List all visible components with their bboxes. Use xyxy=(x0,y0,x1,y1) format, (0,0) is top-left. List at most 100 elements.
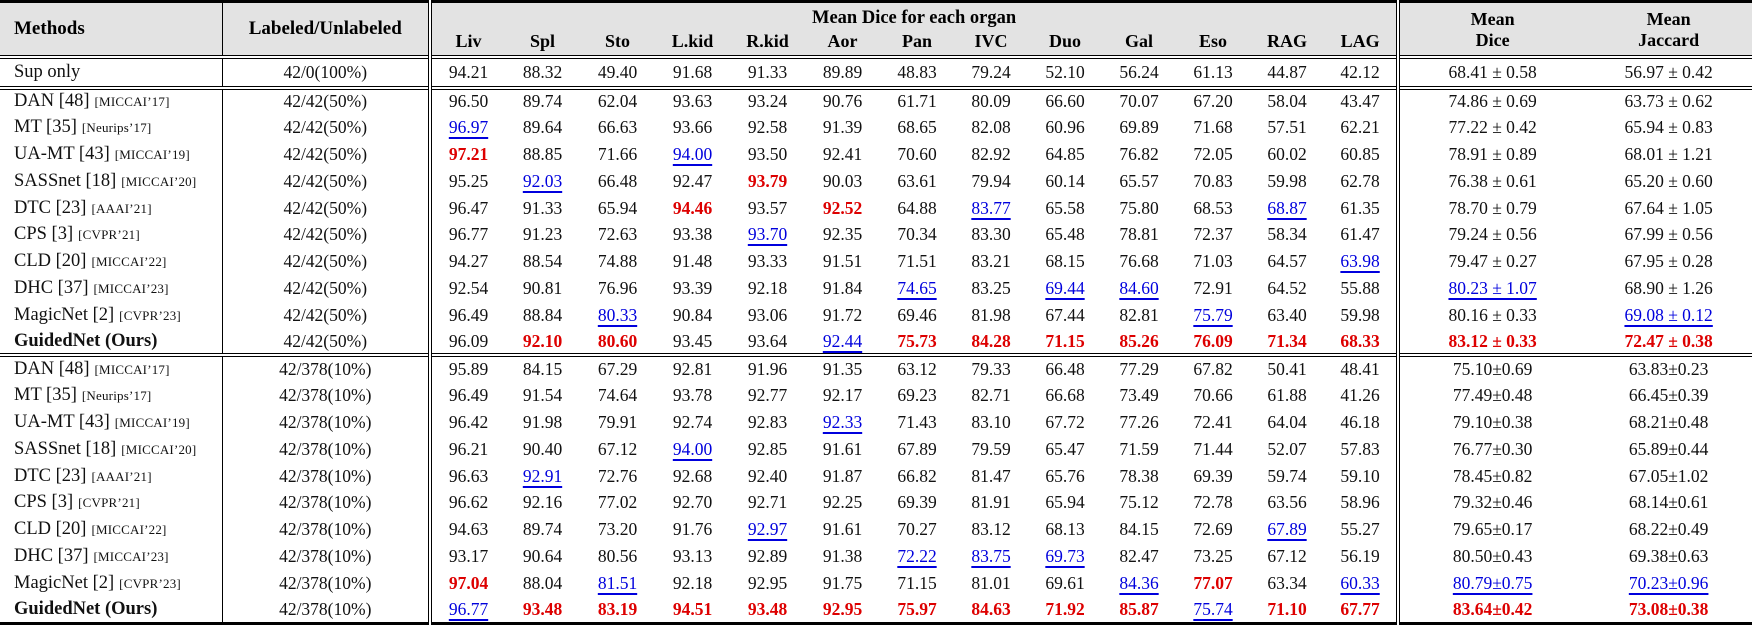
cell-lag: 63.98 xyxy=(1324,248,1401,276)
labeled-unlabeled-cell: 42/378(10%) xyxy=(222,355,432,383)
table-row: Sup only 42/0(100%) 94.21 88.32 49.40 91.68 91… xyxy=(0,56,1752,88)
cell-eso: 73.25 xyxy=(1193,545,1233,566)
cell-mean-dice: 78.91 ± 0.89 xyxy=(1448,143,1537,164)
cell-lkid: 93.63 xyxy=(672,91,713,112)
cell-sto: 71.66 xyxy=(597,143,638,164)
cell-rag: 44.87 xyxy=(1267,61,1307,82)
cell-rag: 68.87 xyxy=(1267,197,1307,218)
cell-aor: 92.95 xyxy=(822,598,863,619)
cell-rkid: 93.64 xyxy=(747,330,788,351)
cell-duo: 65.94 xyxy=(1045,492,1085,513)
cell-ivc: 79.94 xyxy=(971,170,1011,191)
cell-lkid: 93.13 xyxy=(672,545,713,566)
col-header-mean-dice-line2: Dice xyxy=(1398,29,1586,57)
cell-gal: 70.07 xyxy=(1119,91,1159,112)
section-labeled-50-percent: DAN [48] [MICCAI’17] 42/42(50%) 96.50 89.74 6… xyxy=(0,87,1752,356)
method-name: GuidedNet (Ours) xyxy=(14,330,158,351)
cell-ivc: 83.21 xyxy=(971,251,1011,272)
cell-liv: 96.97 xyxy=(448,117,489,138)
table-row: UA-MT [43] [MICCAI’19] 42/42(50%) 97.21 88.8… xyxy=(0,141,1752,168)
cell-pan: 63.12 xyxy=(897,359,937,380)
cell-mean-jaccard: 67.64 ± 1.05 xyxy=(1624,197,1713,218)
method-cell: CLD [20] [MICCAI’22] xyxy=(0,248,223,276)
labeled-unlabeled-cell: 42/378(10%) xyxy=(222,596,432,624)
cell-spl: 88.54 xyxy=(522,251,563,272)
table-row: DAN [48] [MICCAI’17] 42/42(50%) 96.50 89.74 6… xyxy=(0,87,1752,115)
cell-lag: 55.88 xyxy=(1324,275,1401,302)
cell-lkid: 91.48 xyxy=(672,251,713,272)
method-name: DTC [23] xyxy=(14,197,87,218)
cell-duo: 69.73 xyxy=(1045,545,1085,566)
method-cell: DAN [48] [MICCAI’17] xyxy=(0,355,223,383)
labeled-unlabeled-cell: 42/42(50%) xyxy=(222,87,432,115)
cell-mean-dice: 76.38 ± 0.61 xyxy=(1448,170,1537,191)
cell-ivc: 79.59 xyxy=(971,438,1011,459)
cell-duo: 60.96 xyxy=(1045,117,1085,138)
venue-tag: [MICCAI’20] xyxy=(121,441,197,457)
venue-tag: [MICCAI’17] xyxy=(94,362,170,378)
cell-rag: 61.88 xyxy=(1267,385,1307,406)
cell-eso: 75.74 xyxy=(1193,598,1233,619)
cell-sto: 74.88 xyxy=(597,251,638,272)
cell-ivc: 83.75 xyxy=(971,545,1011,566)
method-name: Sup only xyxy=(14,61,81,82)
cell-aor: 92.25 xyxy=(822,492,863,513)
cell-liv: 93.17 xyxy=(448,545,489,566)
cell-aor: 91.39 xyxy=(822,117,863,138)
cell-lag: 62.21 xyxy=(1324,114,1401,142)
cell-aor: 92.41 xyxy=(822,143,863,164)
cell-spl: 89.64 xyxy=(522,117,563,138)
cell-sto: 81.51 xyxy=(597,572,638,593)
method-name: UA-MT [43] xyxy=(14,411,110,432)
cell-sto: 66.63 xyxy=(597,117,638,138)
cell-ivc: 83.30 xyxy=(971,224,1011,245)
cell-ivc: 84.63 xyxy=(971,598,1011,619)
cell-lag: 41.26 xyxy=(1324,382,1401,410)
cell-lkid: 94.51 xyxy=(672,598,713,619)
method-name: DHC [37] xyxy=(14,277,89,298)
cell-duo: 64.85 xyxy=(1045,143,1085,164)
cell-gal: 85.26 xyxy=(1119,330,1159,351)
cell-gal: 76.68 xyxy=(1119,251,1159,272)
cell-rkid: 92.97 xyxy=(747,519,788,540)
cell-pan: 64.88 xyxy=(897,197,937,218)
cell-gal: 73.49 xyxy=(1119,385,1159,406)
cell-gal: 78.81 xyxy=(1119,224,1159,245)
cell-liv: 95.89 xyxy=(448,359,489,380)
section-labeled-10-percent: DAN [48] [MICCAI’17] 42/378(10%) 95.89 84.15… xyxy=(0,355,1752,624)
method-cell: UA-MT [43] [MICCAI’19] xyxy=(0,409,223,436)
cell-pan: 75.97 xyxy=(897,598,937,619)
venue-tag: [MICCAI’22] xyxy=(91,522,167,538)
cell-spl: 88.84 xyxy=(522,304,563,325)
cell-mean-dice: 78.70 ± 0.79 xyxy=(1448,197,1537,218)
cell-spl: 91.98 xyxy=(522,411,563,432)
cell-eso: 72.78 xyxy=(1193,492,1233,513)
cell-rag: 63.56 xyxy=(1267,492,1307,513)
cell-pan: 69.39 xyxy=(897,492,937,513)
labeled-unlabeled-cell: 42/378(10%) xyxy=(222,409,432,436)
cell-rkid: 93.48 xyxy=(747,598,788,619)
cell-pan: 74.65 xyxy=(897,277,937,298)
cell-gal: 77.29 xyxy=(1119,359,1159,380)
venue-tag: [MICCAI’23] xyxy=(93,548,169,564)
cell-spl: 88.85 xyxy=(522,143,563,164)
cell-ivc: 83.10 xyxy=(971,411,1011,432)
method-cell: DHC [37] [MICCAI’23] xyxy=(0,275,223,302)
cell-lag: 56.19 xyxy=(1324,543,1401,570)
table-row: UA-MT [43] [MICCAI’19] 42/378(10%) 96.42 91.… xyxy=(0,409,1752,436)
cell-lag: 61.35 xyxy=(1324,194,1401,222)
table-row: CLD [20] [MICCAI’22] 42/42(50%) 94.27 88.54 7… xyxy=(0,248,1752,276)
cell-rag: 60.02 xyxy=(1267,143,1307,164)
method-name: CLD [20] xyxy=(14,251,87,272)
cell-sto: 76.96 xyxy=(597,277,638,298)
cell-spl: 91.33 xyxy=(522,197,563,218)
cell-gal: 75.80 xyxy=(1119,197,1159,218)
venue-tag: [MICCAI’19] xyxy=(114,414,190,430)
cell-aor: 92.33 xyxy=(822,411,863,432)
labeled-unlabeled-cell: 42/378(10%) xyxy=(222,382,432,410)
labeled-unlabeled-cell: 42/378(10%) xyxy=(222,516,432,544)
cell-liv: 96.62 xyxy=(448,492,489,513)
cell-mean-jaccard: 66.45±0.39 xyxy=(1628,385,1709,406)
cell-ivc: 81.01 xyxy=(971,572,1011,593)
cell-lkid: 91.76 xyxy=(672,519,713,540)
